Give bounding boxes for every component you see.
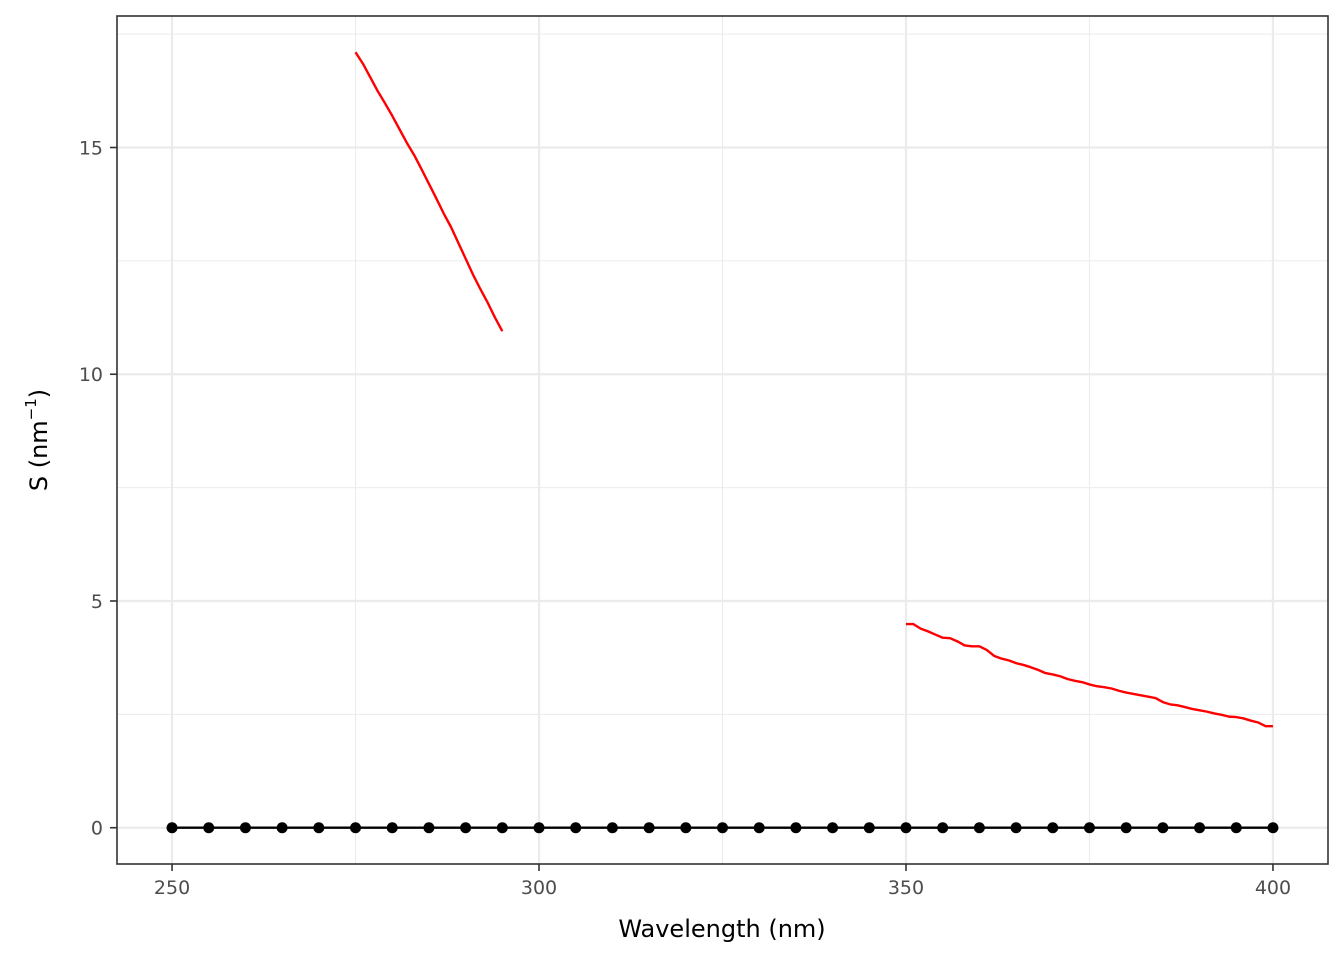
data-point xyxy=(790,822,802,834)
data-point xyxy=(276,822,288,834)
x-tick-label: 250 xyxy=(154,877,190,899)
data-point xyxy=(1120,822,1132,834)
data-point xyxy=(717,822,728,834)
data-point xyxy=(1267,822,1279,834)
y-tick-label: 10 xyxy=(79,364,103,386)
y-axis-title-suffix: ) xyxy=(25,389,53,398)
data-point xyxy=(973,822,985,834)
y-axis-title-prefix: S (nm xyxy=(25,420,53,491)
data-point xyxy=(203,822,215,834)
data-point xyxy=(900,822,912,834)
minor-grid xyxy=(117,16,1328,864)
data-point xyxy=(753,822,765,834)
y-tick-label: 0 xyxy=(91,818,103,840)
data-point xyxy=(1194,822,1206,834)
y-axis: 0 5 10 15 xyxy=(79,138,117,840)
data-point xyxy=(533,822,545,834)
y-axis-title: S (nm−1) xyxy=(22,389,53,491)
data-point xyxy=(239,822,251,834)
data-point xyxy=(643,822,655,834)
data-point xyxy=(496,822,508,834)
data-point xyxy=(1083,822,1095,834)
data-point xyxy=(1047,822,1059,834)
panel-border xyxy=(116,15,1329,865)
data-point xyxy=(1010,822,1022,834)
data-point xyxy=(460,822,472,834)
x-tick-label: 400 xyxy=(1255,877,1291,899)
series-layer xyxy=(166,51,1279,834)
x-axis: 250 300 350 400 xyxy=(154,864,1291,899)
data-point xyxy=(1157,822,1169,834)
data-point xyxy=(680,822,692,834)
x-axis-title: Wavelength (nm) xyxy=(618,915,825,943)
data-point xyxy=(350,822,362,834)
data-point xyxy=(570,822,582,834)
x-tick-label: 300 xyxy=(521,877,557,899)
y-tick-label: 5 xyxy=(91,591,103,613)
y-axis-title-superscript: −1 xyxy=(22,398,40,420)
data-point xyxy=(386,822,398,834)
series-line-2 xyxy=(354,51,504,332)
data-point xyxy=(937,822,949,834)
x-tick-label: 350 xyxy=(888,877,924,899)
data-point xyxy=(827,822,839,834)
y-tick-label: 15 xyxy=(79,138,103,160)
series-line-3 xyxy=(905,622,1273,728)
data-point xyxy=(166,822,178,834)
data-point xyxy=(423,822,435,834)
data-point xyxy=(863,822,875,834)
data-point xyxy=(1230,822,1242,834)
data-point xyxy=(606,822,618,834)
data-point xyxy=(313,822,325,834)
